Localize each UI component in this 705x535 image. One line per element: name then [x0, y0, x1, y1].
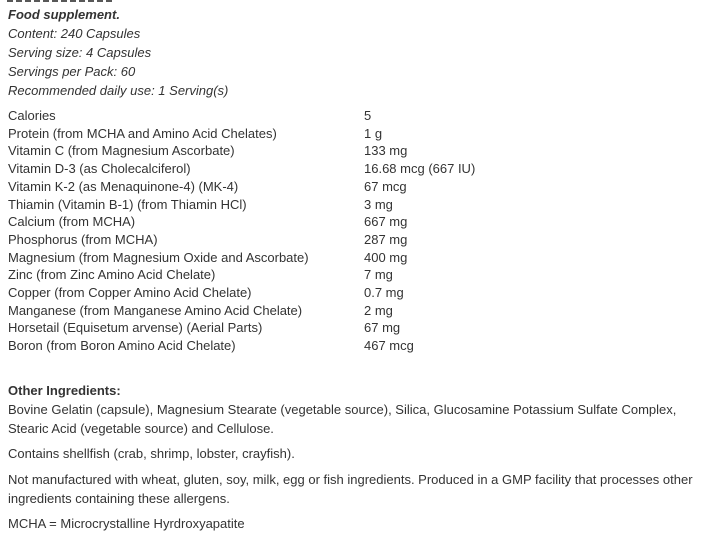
- nutrient-label: Calories: [8, 108, 56, 123]
- table-row: Vitamin C (from Magnesium Ascorbate) 133 …: [8, 142, 697, 160]
- nutrient-value: 0.7 mg: [364, 285, 404, 301]
- nutrient-label: Manganese (from Manganese Amino Acid Che…: [8, 302, 303, 318]
- table-row: Manganese (from Manganese Amino Acid Che…: [8, 302, 697, 320]
- other-ingredients-heading: Other Ingredients:: [8, 382, 121, 398]
- abbreviation-note: MCHA = Microcrystalline Hyrdroxyapatite: [8, 515, 245, 531]
- serving-size-line: Serving size: 4 Capsules: [8, 45, 152, 60]
- nutrient-label: Phosphorus (from MCHA): [8, 231, 158, 247]
- table-row: Calcium (from MCHA) 667 mg: [8, 213, 697, 231]
- nutrient-label: Vitamin K-2 (as Menaquinone-4) (MK-4): [8, 178, 239, 194]
- nutrient-value: 467 mcg: [364, 338, 414, 354]
- nutrient-label: Calcium (from MCHA): [8, 214, 136, 230]
- servings-per-pack-line: Servings per Pack: 60: [8, 64, 136, 79]
- nutrient-value: 667 mg: [364, 214, 408, 230]
- nutrient-value: 3 mg: [364, 196, 393, 212]
- other-ingredients-section: Other Ingredients: Bovine Gelatin (capsul…: [0, 381, 705, 438]
- nutrients-table: Calories 5 Protein (from MCHA and Amino Ac…: [0, 107, 705, 355]
- nutrient-value: 7 mg: [364, 267, 393, 283]
- allergen-notice: Not manufactured with wheat, gluten, soy…: [8, 471, 693, 506]
- contains-shellfish-note: Contains shellfish (crab, shrimp, lobste…: [8, 445, 295, 461]
- nutrient-value: 287 mg: [364, 231, 408, 247]
- nutrient-value: 5: [364, 108, 372, 123]
- table-row: Copper (from Copper Amino Acid Chelate) 0…: [8, 284, 697, 302]
- nutrient-value: 400 mg: [364, 249, 408, 265]
- table-row: Vitamin D-3 (as Cholecalciferol) 16.68 mc…: [8, 160, 697, 178]
- nutrient-label: Vitamin D-3 (as Cholecalciferol): [8, 161, 191, 177]
- table-row: Calories 5: [8, 107, 697, 125]
- nutrient-label: Boron (from Boron Amino Acid Chelate): [8, 338, 236, 354]
- table-row: Zinc (from Zinc Amino Acid Chelate) 7 mg: [8, 266, 697, 284]
- table-row: Vitamin K-2 (as Menaquinone-4) (MK-4) 67 …: [8, 178, 697, 196]
- nutrient-value: 1 g: [364, 125, 383, 141]
- nutrient-value: 67 mcg: [364, 178, 407, 194]
- table-row: Magnesium (from Magnesium Oxide and Asco…: [8, 249, 697, 267]
- table-row: Phosphorus (from MCHA) 287 mg: [8, 231, 697, 249]
- nutrient-label: Horsetail (Equisetum arvense) (Aerial Pa…: [8, 320, 263, 336]
- table-row: Thiamin (Vitamin B-1) (from Thiamin HCl)…: [8, 196, 697, 214]
- table-row: Protein (from MCHA and Amino Acid Chelat…: [8, 125, 697, 143]
- nutrient-value: 67 mg: [364, 320, 401, 336]
- nutrient-value: 133 mg: [364, 143, 408, 159]
- label-header: Food supplement. Content: 240 Capsules S…: [0, 0, 705, 100]
- nutrient-value: 16.68 mcg (667 IU): [364, 161, 476, 177]
- nutrient-label: Zinc (from Zinc Amino Acid Chelate): [8, 267, 216, 283]
- cropped-text-fragment: [7, 0, 114, 2]
- nutrient-label: Thiamin (Vitamin B-1) (from Thiamin HCl): [8, 196, 247, 212]
- nutrient-label: Magnesium (from Magnesium Oxide and Asco…: [8, 249, 309, 265]
- table-row: Boron (from Boron Amino Acid Chelate) 467…: [8, 337, 697, 355]
- table-row: Horsetail (Equisetum arvense) (Aerial Pa…: [8, 319, 697, 337]
- daily-use-line: Recommended daily use: 1 Serving(s): [8, 83, 229, 98]
- nutrient-label: Vitamin C (from Magnesium Ascorbate): [8, 143, 235, 159]
- nutrient-label: Copper (from Copper Amino Acid Chelate): [8, 285, 252, 301]
- nutrient-value: 2 mg: [364, 302, 393, 318]
- label-title: Food supplement.: [8, 7, 120, 22]
- content-line: Content: 240 Capsules: [8, 26, 141, 41]
- nutrient-label: Protein (from MCHA and Amino Acid Chelat…: [8, 125, 277, 141]
- other-ingredients-text: Bovine Gelatin (capsule), Magnesium Stea…: [8, 401, 677, 436]
